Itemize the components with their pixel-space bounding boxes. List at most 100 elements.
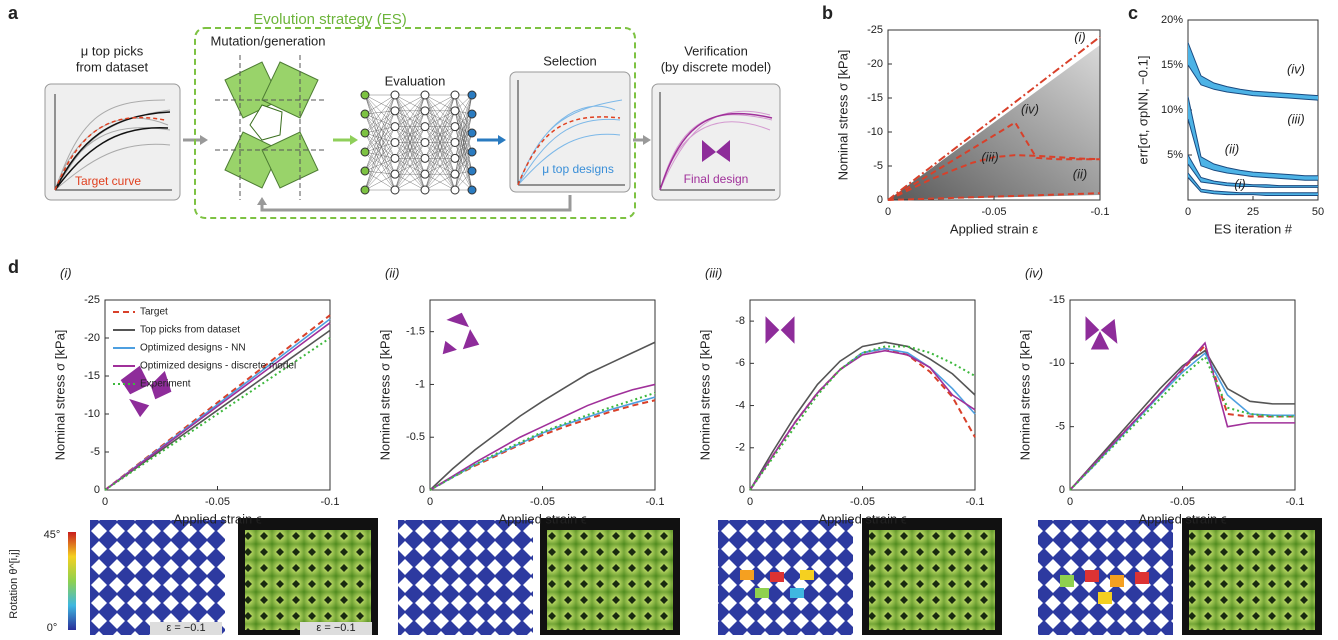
series-line <box>749 341 976 491</box>
x-axis-label: Applied strain ϵ <box>498 511 586 526</box>
arrowhead <box>643 135 651 145</box>
band-edge <box>1187 42 1319 97</box>
edge <box>454 151 473 191</box>
node <box>420 153 430 163</box>
panel-label: c <box>1128 3 1138 23</box>
y-axis-label: err[σt, σpNN, −0.1] <box>1135 56 1150 165</box>
y-tick-label: -15 <box>867 92 883 104</box>
dataset-fan <box>888 45 1100 200</box>
edge <box>364 142 396 153</box>
curve <box>659 112 773 191</box>
edge <box>424 94 456 112</box>
node <box>390 169 400 179</box>
lattice-sim <box>1038 520 1173 635</box>
series-line <box>429 391 656 491</box>
edge <box>364 151 396 159</box>
series-line <box>1069 349 1295 491</box>
node <box>467 128 477 138</box>
subtitle: (iii) <box>705 265 722 280</box>
node <box>420 90 430 100</box>
edge <box>424 142 456 191</box>
series-line <box>104 322 331 491</box>
y-tick-label: 0 <box>1059 484 1065 496</box>
x-tick-label: -0.1 <box>1286 496 1305 508</box>
edge <box>454 132 473 191</box>
x-axis-label: ES iteration # <box>1214 221 1293 236</box>
box-title: from dataset <box>76 59 149 74</box>
y-tick-label: -5 <box>1055 421 1065 433</box>
edge <box>364 151 396 175</box>
box <box>509 71 631 193</box>
series-annotation: (iii) <box>981 149 998 164</box>
edge <box>364 132 396 159</box>
edge <box>364 132 396 143</box>
edge <box>454 110 473 134</box>
y-tick-label: -15 <box>84 370 100 382</box>
x-tick-label: -0.05 <box>850 496 875 508</box>
arrowhead <box>200 135 208 145</box>
y-axis-label: Nominal stress σ [kPa] <box>52 330 67 461</box>
band <box>1188 42 1318 101</box>
y-tick-label: -2 <box>735 442 745 454</box>
lattice-photo <box>869 530 995 630</box>
node <box>450 122 460 132</box>
legend-label: Top picks from dataset <box>140 325 240 336</box>
y-tick-label: -1.5 <box>406 326 425 338</box>
strain-label: ε = −0.1 <box>166 622 205 634</box>
band-edge <box>1187 96 1318 177</box>
band-edge <box>1187 64 1319 101</box>
edge <box>424 94 456 191</box>
y-tick-label: 0 <box>739 484 745 496</box>
x-tick-label: -0.05 <box>1170 496 1195 508</box>
panel-label: a <box>8 3 19 23</box>
series-line <box>104 314 331 491</box>
y-tick-label: 5% <box>1167 149 1183 161</box>
label-bg <box>300 622 372 635</box>
series-line <box>1069 355 1295 491</box>
edge <box>364 94 396 172</box>
edge <box>454 113 473 143</box>
lattice-hole <box>249 104 283 141</box>
node <box>360 109 370 119</box>
node <box>450 185 460 195</box>
y-tick-label: -20 <box>84 332 100 344</box>
y-tick-label: 10% <box>1161 104 1183 116</box>
legend-label: Optimized designs - discrete model <box>140 361 296 372</box>
node <box>450 106 460 116</box>
edge <box>394 142 426 191</box>
lattice-sim <box>718 520 853 635</box>
node <box>390 90 400 100</box>
es-title: Evolution strategy (ES) <box>253 11 406 28</box>
edge <box>424 110 456 191</box>
edge <box>454 94 473 143</box>
series-line <box>1069 341 1295 491</box>
box-title: Verification <box>684 43 748 58</box>
lattice-photo <box>245 530 371 630</box>
x-tick-label: 0 <box>885 206 891 218</box>
arrowhead <box>350 135 358 145</box>
axes <box>517 80 625 186</box>
node <box>390 185 400 195</box>
node <box>450 138 460 147</box>
series-line <box>749 347 976 491</box>
edge <box>394 94 426 143</box>
edge <box>364 110 396 134</box>
y-tick-label: 0 <box>94 484 100 496</box>
subtitle: (ii) <box>385 265 399 280</box>
edge <box>364 142 396 191</box>
edge <box>364 170 396 175</box>
node <box>467 166 477 176</box>
curve <box>517 99 623 186</box>
y-tick-label: -1 <box>415 378 425 390</box>
node <box>390 153 400 163</box>
edge <box>364 173 396 191</box>
series-line <box>887 121 1100 201</box>
node <box>360 128 370 138</box>
step-title: Selection <box>543 53 596 68</box>
node <box>360 185 370 195</box>
series-annotation: (iv) <box>1021 101 1039 116</box>
design-icons <box>119 311 1119 419</box>
y-tick-label: -25 <box>84 294 100 306</box>
node <box>467 109 477 119</box>
edge <box>394 94 426 175</box>
